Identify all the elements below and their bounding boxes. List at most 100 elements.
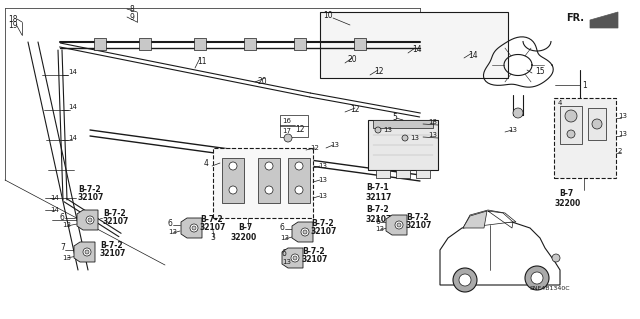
Text: 14: 14 <box>68 135 77 141</box>
Polygon shape <box>463 210 516 228</box>
Polygon shape <box>181 218 202 238</box>
Text: 3: 3 <box>210 234 215 242</box>
Bar <box>396 170 410 178</box>
Text: 6: 6 <box>280 224 285 233</box>
Circle shape <box>291 254 299 262</box>
Text: 8: 8 <box>129 4 134 13</box>
Text: B-7-2: B-7-2 <box>100 241 123 250</box>
Text: 32117: 32117 <box>366 194 392 203</box>
Text: 13: 13 <box>62 255 71 261</box>
Text: 14: 14 <box>50 207 59 213</box>
Text: 13: 13 <box>330 142 339 148</box>
Circle shape <box>552 254 560 262</box>
Bar <box>373 120 433 128</box>
Circle shape <box>229 186 237 194</box>
Circle shape <box>295 186 303 194</box>
Text: 2: 2 <box>618 148 622 154</box>
Bar <box>368 120 438 170</box>
Text: 32200: 32200 <box>231 234 257 242</box>
Circle shape <box>565 110 577 122</box>
Bar <box>560 106 582 144</box>
Bar <box>222 158 244 203</box>
Circle shape <box>567 130 575 138</box>
Bar <box>194 38 206 50</box>
Text: 19: 19 <box>8 21 18 31</box>
Text: B-7: B-7 <box>238 224 252 233</box>
Text: B-7-2: B-7-2 <box>311 219 333 228</box>
Text: 32200: 32200 <box>555 199 581 209</box>
Circle shape <box>229 162 237 170</box>
Text: 13: 13 <box>168 229 177 235</box>
Bar <box>320 12 508 78</box>
Bar <box>288 158 310 203</box>
Text: 13: 13 <box>508 127 517 133</box>
Text: 32107: 32107 <box>100 249 126 258</box>
Text: 14: 14 <box>50 195 59 201</box>
Text: 4: 4 <box>558 100 563 106</box>
Text: B-7-2: B-7-2 <box>103 209 125 218</box>
Text: 13: 13 <box>618 131 627 137</box>
Text: 17: 17 <box>282 128 291 134</box>
Text: 32107: 32107 <box>302 255 328 263</box>
Text: 18: 18 <box>8 14 17 24</box>
Text: 13: 13 <box>383 127 392 133</box>
Text: 32107: 32107 <box>406 220 433 229</box>
Bar <box>94 38 106 50</box>
Text: 32107: 32107 <box>200 224 227 233</box>
Text: 6: 6 <box>282 249 287 258</box>
Circle shape <box>192 226 196 230</box>
Text: 4: 4 <box>204 159 209 167</box>
Bar <box>258 158 280 203</box>
Text: 14: 14 <box>68 104 77 110</box>
Polygon shape <box>463 211 487 228</box>
Circle shape <box>265 162 273 170</box>
Text: 13: 13 <box>318 177 327 183</box>
Polygon shape <box>292 222 313 242</box>
Text: 9: 9 <box>129 12 134 21</box>
Text: 6: 6 <box>60 212 65 221</box>
Text: 11: 11 <box>197 57 207 66</box>
Polygon shape <box>386 215 407 235</box>
Text: 12: 12 <box>350 106 360 115</box>
Circle shape <box>86 216 94 224</box>
Circle shape <box>190 224 198 232</box>
Text: 13: 13 <box>318 163 327 169</box>
Text: B-7: B-7 <box>559 189 573 198</box>
Circle shape <box>397 223 401 227</box>
Text: 14: 14 <box>468 50 477 60</box>
Circle shape <box>88 218 92 222</box>
Circle shape <box>295 162 303 170</box>
Bar <box>554 98 616 178</box>
Circle shape <box>395 221 403 229</box>
Text: 13: 13 <box>282 259 291 265</box>
Circle shape <box>83 248 91 256</box>
Bar <box>213 148 313 218</box>
Text: 13: 13 <box>618 113 627 119</box>
Circle shape <box>592 119 602 129</box>
Bar <box>588 108 606 140</box>
Text: 13: 13 <box>318 193 327 199</box>
Circle shape <box>293 256 297 260</box>
Text: FR.: FR. <box>566 13 584 23</box>
Circle shape <box>525 266 549 290</box>
Text: 12: 12 <box>310 145 319 151</box>
Text: 5: 5 <box>392 113 397 122</box>
Text: B-7-1: B-7-1 <box>366 183 388 192</box>
Text: 20: 20 <box>258 78 268 86</box>
Text: 20: 20 <box>348 56 358 64</box>
Bar <box>376 170 390 178</box>
Polygon shape <box>77 210 98 230</box>
Text: 12: 12 <box>374 68 383 77</box>
Text: B-7-2: B-7-2 <box>406 212 429 221</box>
Text: 13: 13 <box>62 222 71 228</box>
Text: 32107: 32107 <box>78 194 104 203</box>
Bar <box>294 38 306 50</box>
Circle shape <box>531 272 543 284</box>
Polygon shape <box>440 222 560 285</box>
Text: 15: 15 <box>535 68 545 77</box>
Circle shape <box>303 230 307 234</box>
Circle shape <box>453 268 477 292</box>
Polygon shape <box>282 248 303 268</box>
Text: 7: 7 <box>60 243 65 253</box>
Text: 14: 14 <box>412 46 422 55</box>
